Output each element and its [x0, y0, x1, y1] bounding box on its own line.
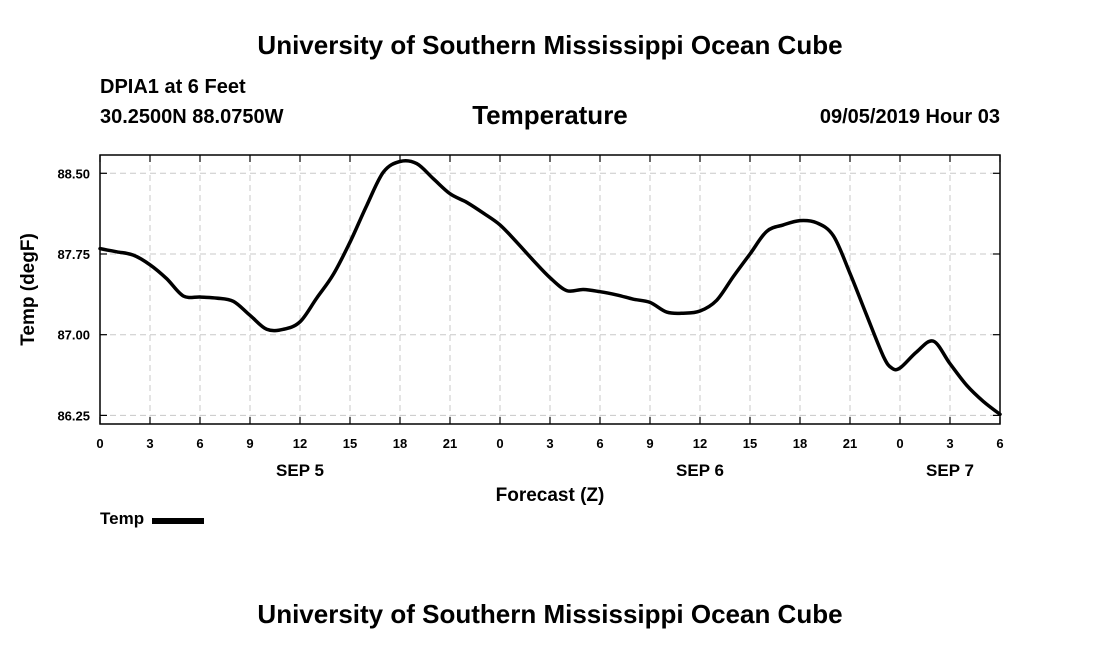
series-layer [98, 158, 1002, 417]
y-tick-label: 88.50 [57, 166, 90, 181]
footer-title: University of Southern Mississippi Ocean… [257, 599, 843, 629]
legend-label: Temp [100, 509, 145, 528]
x-tick-label: 12 [693, 436, 707, 451]
x-tick-label: 9 [646, 436, 653, 451]
x-tick-label: 18 [393, 436, 407, 451]
axis-labels: 0 3 6 9 12 15 18 21 0 3 6 9 12 15 18 21 0 3 6 86.25 87.00 87.… [18, 166, 1004, 506]
x-tick-label: 21 [843, 436, 857, 451]
x-tick-label: 6 [196, 436, 203, 451]
forecast-datetime: 09/05/2019 Hour 03 [819, 106, 1000, 128]
station-label: DPIA1 at 6 Feet [100, 76, 246, 98]
x-tick-label: 15 [743, 436, 757, 451]
y-tick-label: 87.00 [57, 328, 90, 343]
x-tick-label: 0 [496, 436, 503, 451]
x-tick-label: 6 [996, 436, 1003, 451]
chart-main-title: University of Southern Mississippi Ocean… [257, 30, 843, 60]
x-tick-label: 0 [96, 436, 103, 451]
series-line-temp [98, 158, 1002, 417]
y-axis-title: Temp (degF) [18, 233, 39, 346]
grid-lines [100, 155, 1000, 424]
legend: Temp [100, 509, 205, 529]
x-tick-label: 3 [146, 436, 153, 451]
x-day-label: SEP 6 [676, 461, 724, 480]
x-tick-label: 12 [293, 436, 307, 451]
x-day-label: SEP 7 [926, 461, 974, 480]
axis-ticks [99, 155, 1001, 424]
station-coordinates: 30.2500N 88.0750W [100, 106, 284, 128]
x-tick-label: 3 [546, 436, 553, 451]
x-tick-label: 6 [596, 436, 603, 451]
y-tick-label: 86.25 [57, 408, 90, 423]
x-axis-title: Forecast (Z) [496, 485, 605, 506]
variable-title: Temperature [472, 100, 628, 130]
x-tick-label: 15 [343, 436, 357, 451]
y-tick-label: 87.75 [57, 247, 90, 262]
x-tick-label: 9 [246, 436, 253, 451]
legend-line-swatch [152, 517, 205, 524]
x-tick-label: 0 [896, 436, 903, 451]
x-tick-label: 3 [946, 436, 953, 451]
x-tick-label: 18 [793, 436, 807, 451]
x-day-label: SEP 5 [276, 461, 324, 480]
x-tick-label: 21 [443, 436, 457, 451]
